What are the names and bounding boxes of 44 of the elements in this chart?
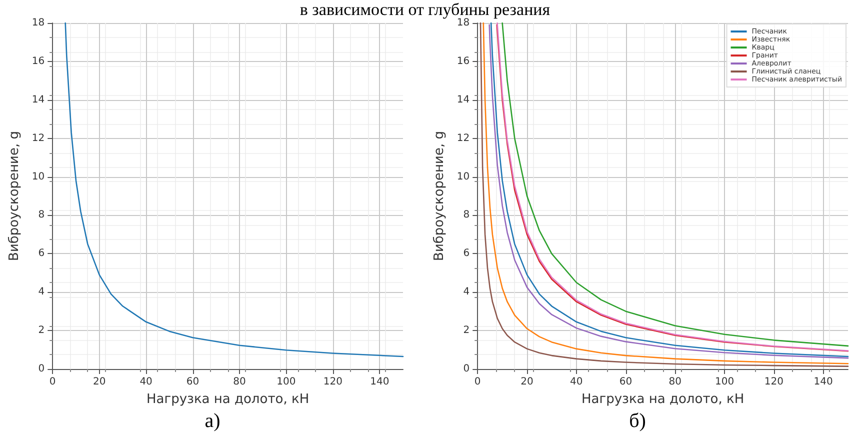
text: б) bbox=[629, 410, 646, 432]
y-tick-label: 10 bbox=[32, 171, 45, 182]
y-tick-label: 8 bbox=[463, 210, 470, 221]
y-tick-label: 16 bbox=[456, 56, 470, 67]
y-tick-label: 10 bbox=[456, 171, 470, 182]
x-tick-label: 40 bbox=[140, 376, 152, 388]
x-axis-title: Нагрузка на долото, кН bbox=[582, 392, 744, 407]
y-tick-label: 2 bbox=[463, 325, 470, 336]
x-tick-label: 80 bbox=[233, 376, 246, 388]
x-tick-label: 100 bbox=[714, 376, 734, 388]
y-tick-label: 0 bbox=[463, 364, 470, 374]
x-tick-label: 20 bbox=[92, 376, 106, 388]
y-axis-title: Виброускорение, g bbox=[7, 131, 22, 261]
x-tick-label: 40 bbox=[570, 376, 583, 388]
x-tick-label: 0 bbox=[474, 376, 481, 388]
x-tick-label: 120 bbox=[764, 376, 784, 388]
y-tick-label: 14 bbox=[456, 94, 470, 106]
x-tick-label: 140 bbox=[814, 376, 833, 388]
x-tick-label: 20 bbox=[520, 376, 534, 388]
text: а) bbox=[204, 410, 220, 432]
y-tick-label: 18 bbox=[456, 18, 470, 28]
x-tick-label: 60 bbox=[619, 376, 632, 388]
x-tick-label: 80 bbox=[668, 376, 682, 388]
y-tick-label: 8 bbox=[38, 210, 45, 221]
x-axis-title: Нагрузка на долото, кН bbox=[146, 392, 310, 407]
chart-title: в зависимости от глубины резания bbox=[300, 0, 550, 19]
y-axis-title: Виброускорение, g bbox=[432, 131, 447, 261]
y-tick-label: 12 bbox=[456, 132, 470, 144]
x-tick-label: 60 bbox=[186, 376, 200, 388]
y-tick-label: 16 bbox=[32, 56, 45, 67]
y-tick-label: 4 bbox=[38, 286, 45, 298]
y-tick-label: 0 bbox=[38, 364, 45, 374]
y-tick-label: 12 bbox=[32, 132, 45, 144]
y-tick-label: 6 bbox=[463, 248, 470, 260]
y-tick-label: 4 bbox=[463, 286, 470, 298]
y-tick-label: 14 bbox=[32, 94, 45, 106]
x-tick-label: 140 bbox=[370, 376, 390, 388]
x-tick-label: 0 bbox=[49, 376, 56, 388]
y-tick-label: 2 bbox=[38, 325, 45, 336]
y-tick-label: 18 bbox=[32, 18, 45, 28]
y-tick-label: 6 bbox=[38, 248, 45, 260]
line-series bbox=[64, 22, 404, 358]
x-tick-label: 100 bbox=[276, 376, 296, 388]
x-tick-label: 120 bbox=[323, 376, 342, 388]
